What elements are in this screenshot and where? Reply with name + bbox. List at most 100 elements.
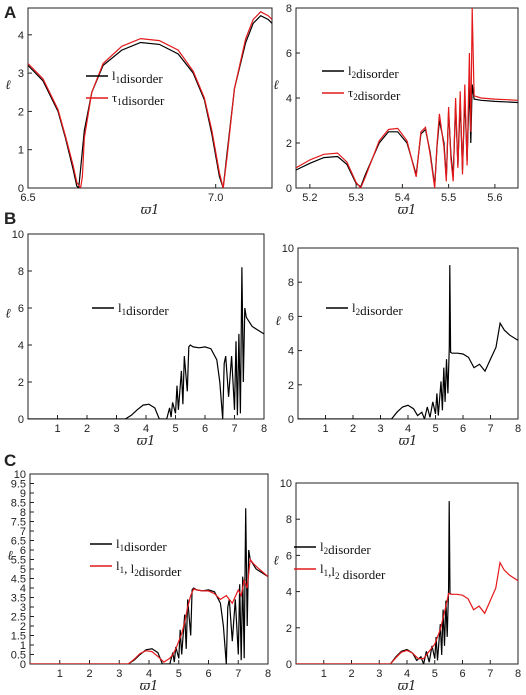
y-tick-label: 4 — [20, 583, 26, 595]
legend-label-part: disorder — [356, 66, 399, 81]
legend-label-part: 1 — [116, 75, 121, 85]
legend-label-part: , l — [124, 561, 135, 576]
legend-label-part: l — [116, 558, 120, 573]
x-tick-label: 7 — [235, 668, 241, 680]
x-tick-label: 3 — [376, 668, 382, 680]
y-tick-label: 5 — [20, 564, 26, 576]
legend-label-part: 1 — [120, 565, 125, 575]
legend-label-part: disorder — [120, 71, 163, 86]
y-tick-label: 6 — [286, 550, 292, 562]
legend-label-part: l — [118, 300, 122, 315]
x-tick-label: 2 — [348, 668, 354, 680]
legend-label-part: l — [352, 300, 356, 315]
legend-label: l1,l2 disorder — [320, 561, 386, 582]
legend-label-part: τ — [348, 85, 353, 100]
x-axis-title: ϖ1 — [398, 203, 417, 218]
x-tick-label: 6 — [205, 668, 211, 680]
x-tick-label: 4 — [146, 668, 152, 680]
y-tick-label: 2 — [18, 377, 24, 389]
legend-label-part: 1 — [120, 543, 125, 553]
x-axis-title: ϖ1 — [399, 434, 418, 449]
y-tick-label: 6 — [288, 311, 294, 323]
y-tick-label: 2 — [288, 380, 294, 392]
x-tick-label: 7 — [487, 423, 493, 435]
x-tick-label: 8 — [265, 668, 271, 680]
y-tick-label: 9.5 — [11, 479, 26, 491]
x-tick-label: 1 — [54, 423, 60, 435]
x-tick-label: 4 — [143, 423, 149, 435]
y-tick-label: 6 — [286, 48, 292, 60]
legend-label-part: ,l — [328, 564, 335, 579]
legend-label-part: l — [348, 63, 352, 78]
y-tick-label: 0.5 — [11, 650, 26, 662]
y-tick-label: 3 — [20, 602, 26, 614]
x-tick-label: 2 — [84, 423, 90, 435]
legend-label-part: 2 — [352, 70, 357, 80]
panel-label-b: B — [4, 209, 16, 228]
legend-label-part: disorder — [122, 93, 165, 108]
y-tick-label: 6 — [20, 545, 26, 557]
legend-label-part: 1 — [122, 307, 127, 317]
legend-label-part: disorder — [124, 539, 167, 554]
x-tick-label: 5.5 — [441, 192, 456, 204]
legend-label-part: l — [116, 536, 120, 551]
x-tick-label: 5 — [176, 668, 182, 680]
legend-label-part: disorder — [340, 567, 387, 582]
legend-label: τ2disorder — [348, 85, 401, 103]
legend-label-part: 2 — [134, 568, 139, 578]
x-tick-label: 6 — [459, 668, 465, 680]
chart-2: 5.2 5.3 5.4 5.5 5.602468ϖ1ℓl2disorderτ2disor… — [273, 3, 519, 218]
legend-label-part: 2 — [335, 571, 340, 581]
x-tick-label: 5 — [432, 423, 438, 435]
series-line-2 — [296, 560, 518, 664]
legend-label-part: disorder — [358, 88, 401, 103]
y-tick-label: 4 — [286, 587, 292, 599]
x-tick-label: 5 — [432, 668, 438, 680]
y-tick-label: 8 — [18, 266, 24, 278]
y-tick-label: 6.5 — [11, 536, 26, 548]
y-axis-title: ℓ — [5, 78, 11, 93]
x-tick-label: 3 — [113, 423, 119, 435]
y-tick-label: 2 — [286, 138, 292, 150]
y-tick-label: 8.5 — [11, 498, 26, 510]
y-tick-label: 7 — [20, 526, 26, 538]
legend-label-part: disorder — [139, 564, 182, 579]
x-axis-title: ϖ1 — [398, 679, 417, 694]
x-axis-title: ϖ1 — [140, 679, 159, 694]
legend-label: l1disorder — [112, 68, 163, 86]
y-tick-label: 4 — [18, 340, 24, 352]
panel-label-a: A — [4, 3, 16, 22]
x-tick-label: 7.0 — [208, 192, 223, 204]
panel-label-c: C — [4, 451, 16, 470]
y-tick-label: 4.5 — [11, 574, 26, 586]
y-tick-label: 0 — [20, 659, 26, 671]
x-tick-label: 3 — [377, 423, 383, 435]
legend-label-part: disorder — [360, 303, 403, 318]
y-tick-label: 0 — [18, 183, 24, 195]
y-tick-label: 4 — [18, 30, 24, 42]
y-tick-label: 1 — [18, 145, 24, 157]
x-tick-label: 4 — [404, 668, 410, 680]
x-tick-label: 6.5 — [20, 192, 35, 204]
y-axis-title: ℓ — [273, 553, 279, 568]
y-axis-title: ℓ — [7, 549, 13, 564]
chart-5: 1 2 3 4 5 6 7 800.511.522.533.544.555.566.577.5… — [7, 469, 271, 694]
y-tick-label: 10 — [12, 229, 24, 241]
x-tick-label: 1 — [57, 668, 63, 680]
x-tick-label: 6 — [460, 423, 466, 435]
y-tick-label: 8 — [20, 507, 26, 519]
x-axis-title: ϖ1 — [141, 203, 160, 218]
legend-label: l1, l2disorder — [116, 558, 182, 579]
y-tick-label: 1 — [20, 640, 26, 652]
legend-label-part: l — [112, 68, 116, 83]
series-line-1 — [296, 501, 452, 664]
series-line-2 — [28, 11, 272, 188]
x-tick-label: 5.4 — [395, 192, 410, 204]
x-tick-label: 2 — [86, 668, 92, 680]
legend-label-part: 2 — [353, 92, 358, 102]
legend-label: l1disorder — [118, 300, 169, 318]
